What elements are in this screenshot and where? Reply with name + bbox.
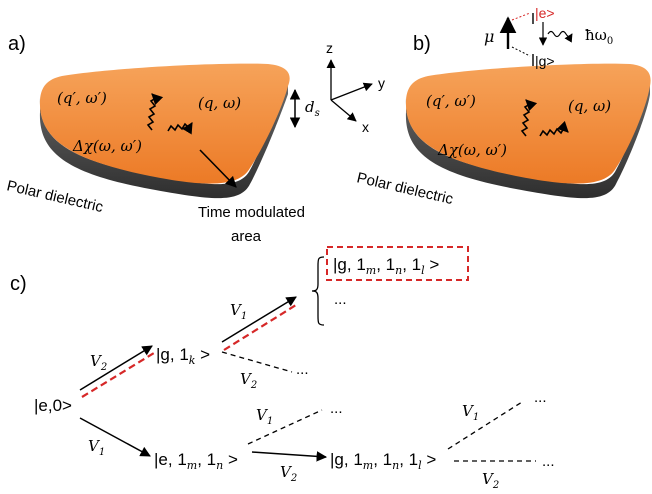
svg-text:V2: V2: [482, 470, 499, 491]
wavy-arrow-left-b: [520, 99, 538, 137]
svg-text:V2: V2: [90, 352, 107, 373]
svg-text:V1: V1: [256, 406, 273, 427]
coupling-label-v1-b: V: [88, 437, 101, 455]
slab-a-side: [39, 80, 289, 199]
axis-z-label: z: [326, 40, 333, 56]
axis-x-line: [330, 99, 357, 122]
ellipsis-down: ...: [542, 453, 555, 470]
panel-a: a) (q′, ω′) (q, ω) Δχ(ω, ω′) Polar diele…: [5, 33, 385, 245]
wavy-arrow-right-b: [539, 120, 569, 137]
coupling-label-v1-d: V: [462, 402, 475, 420]
transition-e0-g1k: [79, 345, 153, 391]
brace: [311, 256, 325, 326]
excited-label: |e>: [535, 5, 555, 21]
axis-y-line: [330, 82, 373, 101]
ellipsis-g1k: ...: [296, 361, 309, 378]
emission-wave: [547, 30, 573, 43]
transition-g1m1n1l-dashed-up: [447, 401, 523, 450]
ellipsis-boxed: ...: [334, 291, 347, 308]
dotted-top: [511, 12, 531, 21]
svg-text:ħω0: ħω0: [585, 26, 613, 47]
svg-text:|g, 1m, 1n, 1l >: |g, 1m, 1n, 1l >: [333, 255, 439, 277]
panel-a-label: a): [8, 33, 26, 55]
material-label-b: Polar dielectric: [355, 169, 455, 208]
region-label-line1: Time modulated: [198, 204, 305, 221]
susceptibility-a: Δχ(ω, ω′): [72, 137, 142, 155]
slab-b-top: [405, 63, 651, 184]
coupling-label-v2-c: V: [280, 463, 293, 481]
svg-text:|g, 1m, 1n, 1l >: |g, 1m, 1n, 1l >: [330, 450, 436, 472]
slab-a-top: [39, 63, 290, 184]
transition-g1k-dashed: [221, 351, 293, 373]
axis-y-label: y: [378, 75, 385, 91]
svg-text:V1: V1: [230, 301, 247, 322]
state-initial: |e,0>: [34, 396, 72, 415]
svg-text:V2: V2: [280, 463, 297, 484]
mode-right-b: (q, ω): [568, 97, 611, 115]
dotted-bottom: [511, 46, 531, 57]
highlight-g1k-boxed: [223, 304, 297, 351]
state-g1k: |g, 1: [156, 345, 189, 364]
coupling-label-v1-c: V: [256, 406, 269, 424]
svg-text:|e, 1m, 1n >: |e, 1m, 1n >: [154, 450, 238, 472]
ellipsis-up: ...: [534, 389, 547, 406]
mode-left-b: (q′, ω′): [426, 92, 476, 110]
svg-text:|g, 1k >: |g, 1k >: [156, 345, 210, 367]
pointer-line-a: [199, 149, 237, 188]
thickness-label: d: [305, 98, 315, 116]
wavy-arrow-right-a: [167, 122, 193, 135]
transition-g1k-boxed: [221, 296, 297, 343]
coupling-label-v2-b: V: [240, 370, 253, 388]
thickness-sub: s: [315, 108, 320, 119]
panel-b: b) (q′, ω′) (q, ω) Δχ(ω, ω′) Polar diele…: [355, 5, 651, 208]
svg-text:V2: V2: [240, 370, 257, 391]
transition-e1m1n-g1m1n1l: [251, 451, 328, 462]
susceptibility-b: Δχ(ω, ω′): [437, 141, 507, 159]
transition-e0-e1m1n: [79, 417, 151, 457]
slab-b-side: [405, 80, 650, 199]
state-boxed: |g, 1: [333, 255, 366, 274]
panel-c-label: c): [10, 273, 27, 295]
transition-e1m1n-dashed: [247, 409, 323, 445]
panel-c: c) |e,0> V2 |g, 1k > V1 ... V2 |g, 1m, 1…: [10, 246, 555, 491]
emission-label: ħω: [585, 26, 607, 44]
mode-right-a: (q, ω): [198, 94, 241, 112]
state-g1m1n1l: |g, 1: [330, 450, 363, 469]
highlight-e0-g1k: [81, 352, 155, 398]
coupling-label-v2-d: V: [482, 470, 495, 488]
panel-b-label: b): [413, 33, 431, 55]
svg-text:V1: V1: [462, 402, 479, 423]
svg-text:V1: V1: [88, 437, 105, 458]
axis-x-label: x: [362, 119, 369, 135]
region-label-line2: area: [231, 228, 262, 245]
svg-text:ds: ds: [305, 98, 320, 119]
dipole-label: μ: [484, 27, 494, 46]
ground-label: |g>: [535, 53, 555, 69]
emission-sub: 0: [607, 36, 613, 47]
wavy-arrow-left-a: [146, 93, 164, 131]
ellipsis-e1m1n: ...: [330, 400, 343, 417]
coupling-label-v1-a: V: [230, 301, 243, 319]
material-label-a: Polar dielectric: [5, 177, 105, 216]
highlight-box: [326, 246, 469, 281]
coupling-label-v2-a: V: [90, 352, 103, 370]
state-e1m1n: |e, 1: [154, 450, 187, 469]
mode-left-a: (q′, ω′): [57, 89, 107, 107]
